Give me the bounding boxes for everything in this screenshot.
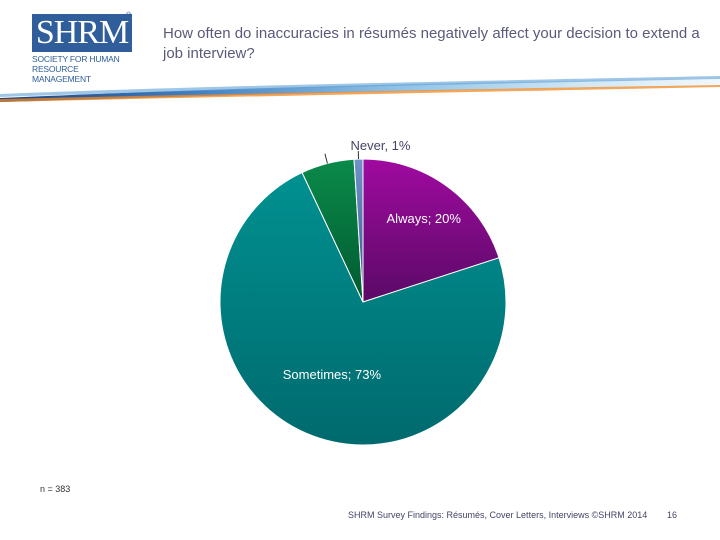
sample-size-note: n = 383: [40, 484, 71, 494]
logo-subtitle: SOCIETY FOR HUMAN RESOURCE MANAGEMENT: [32, 54, 120, 84]
pie-slice-sometimes: [219, 171, 507, 446]
slice-label-never: Never, 1%: [350, 137, 411, 153]
page-number: 16: [667, 510, 678, 520]
registered-mark: ®: [126, 12, 132, 19]
leader-line-often: [324, 153, 328, 164]
slide-title: How often do inaccuracies in résumés neg…: [163, 25, 700, 62]
footer-source: SHRM Survey Findings: Résumés, Cover Let…: [348, 510, 648, 520]
slice-label-sometimes: Sometimes; 73%: [282, 366, 382, 382]
pie-slice-always: [362, 158, 500, 303]
logo-mark: SHRM: [32, 14, 132, 52]
shrm-logo: SHRM ® SOCIETY FOR HUMAN RESOURCE MANAGE…: [32, 12, 132, 84]
slice-label-always: Always; 20%: [386, 211, 461, 227]
decorative-band: [0, 76, 720, 102]
